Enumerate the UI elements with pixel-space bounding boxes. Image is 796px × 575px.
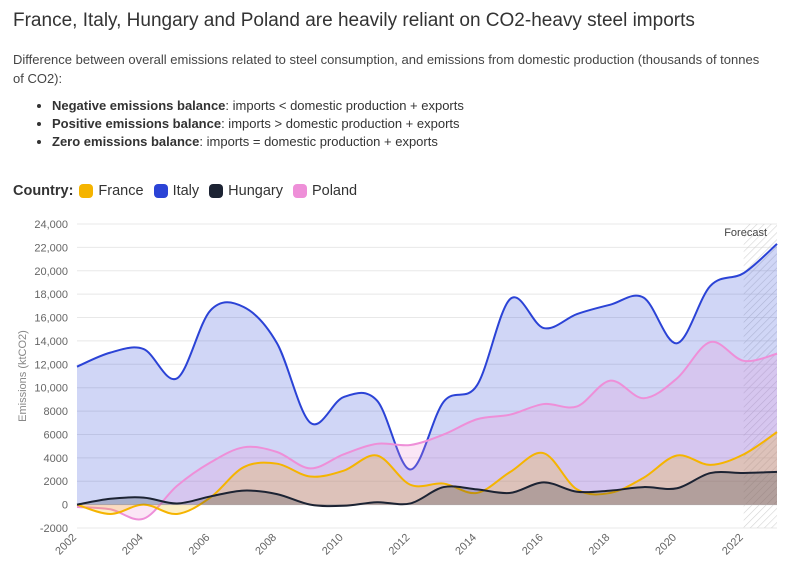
y-tick-label: -2000	[40, 523, 68, 535]
legend-item-france[interactable]: France	[79, 183, 144, 199]
chart-title: France, Italy, Hungary and Poland are he…	[13, 10, 695, 31]
balance-definitions: Negative emissions balance: imports < do…	[30, 97, 464, 151]
x-tick-label: 2012	[387, 532, 413, 558]
y-tick-label: 20,000	[34, 266, 68, 278]
y-tick-label: 10,000	[34, 383, 68, 395]
y-tick-label: 14,000	[34, 336, 68, 348]
line-hungary	[76, 470, 778, 508]
legend-swatch-france	[79, 184, 94, 198]
line-france	[76, 431, 778, 515]
legend-label-hungary: Hungary	[228, 183, 283, 199]
area-france	[77, 432, 777, 515]
y-tick-label: 18,000	[34, 289, 68, 301]
area-italy	[77, 243, 777, 505]
bullet-desc: : imports = domestic production + export…	[199, 134, 438, 149]
y-tick-label: 16,000	[34, 313, 68, 325]
bullet-term: Negative emissions balance	[52, 98, 226, 113]
area-hungary	[77, 471, 777, 507]
line-poland	[76, 340, 778, 521]
x-tick-label: 2006	[187, 532, 213, 558]
legend-label-italy: Italy	[172, 183, 200, 199]
forecast-label: Forecast	[724, 227, 767, 239]
bullet-zero: Zero emissions balance: imports = domest…	[52, 133, 464, 151]
y-tick-label: 2000	[44, 476, 68, 488]
chart-subtitle: Difference between overall emissions rel…	[13, 52, 760, 86]
y-tick-label: 8000	[44, 406, 68, 418]
line-italy	[76, 243, 778, 471]
x-tick-label: 2014	[453, 532, 479, 558]
bullet-desc: : imports < domestic production + export…	[225, 98, 464, 113]
legend-item-poland[interactable]: Poland	[292, 183, 358, 199]
chart-legend: Country: France Italy Hungary Poland	[13, 183, 367, 199]
x-tick-label: 2020	[653, 532, 679, 558]
forecast-region	[743, 224, 777, 528]
y-tick-label: 12,000	[34, 359, 68, 371]
bullet-desc: : imports > domestic production + export…	[221, 116, 460, 131]
x-tick-label: 2010	[320, 532, 346, 558]
bullet-negative: Negative emissions balance: imports < do…	[52, 97, 464, 115]
y-tick-label: 0	[62, 500, 68, 512]
x-tick-label: 2016	[520, 532, 546, 558]
bullet-term: Positive emissions balance	[52, 116, 222, 131]
bullet-term: Zero emissions balance	[52, 134, 200, 149]
legend-title: Country:	[13, 183, 74, 199]
y-axis-title: Emissions (ktCO2)	[17, 330, 29, 422]
y-tick-label: 4000	[44, 453, 68, 465]
legend-swatch-hungary	[209, 184, 224, 198]
emissions-area-chart: -2000 0 2000 4000 6000 8000 10,000 12,000 14,000…	[17, 219, 778, 558]
x-tick-label: 2004	[120, 532, 146, 558]
x-tick-label: 2018	[587, 532, 613, 558]
legend-item-italy[interactable]: Italy	[153, 183, 200, 199]
legend-swatch-italy	[153, 184, 168, 198]
bullet-positive: Positive emissions balance: imports > do…	[52, 115, 464, 133]
legend-label-france: France	[98, 183, 144, 199]
y-tick-label: 6000	[44, 429, 68, 441]
legend-item-hungary[interactable]: Hungary	[209, 183, 283, 199]
x-tick-label: 2022	[720, 532, 746, 558]
legend-swatch-poland	[292, 184, 307, 198]
x-tick-label: 2002	[53, 532, 79, 558]
y-tick-label: 24,000	[34, 219, 68, 231]
y-tick-label: 22,000	[34, 242, 68, 254]
legend-label-poland: Poland	[311, 183, 358, 199]
x-tick-label: 2008	[253, 532, 279, 558]
